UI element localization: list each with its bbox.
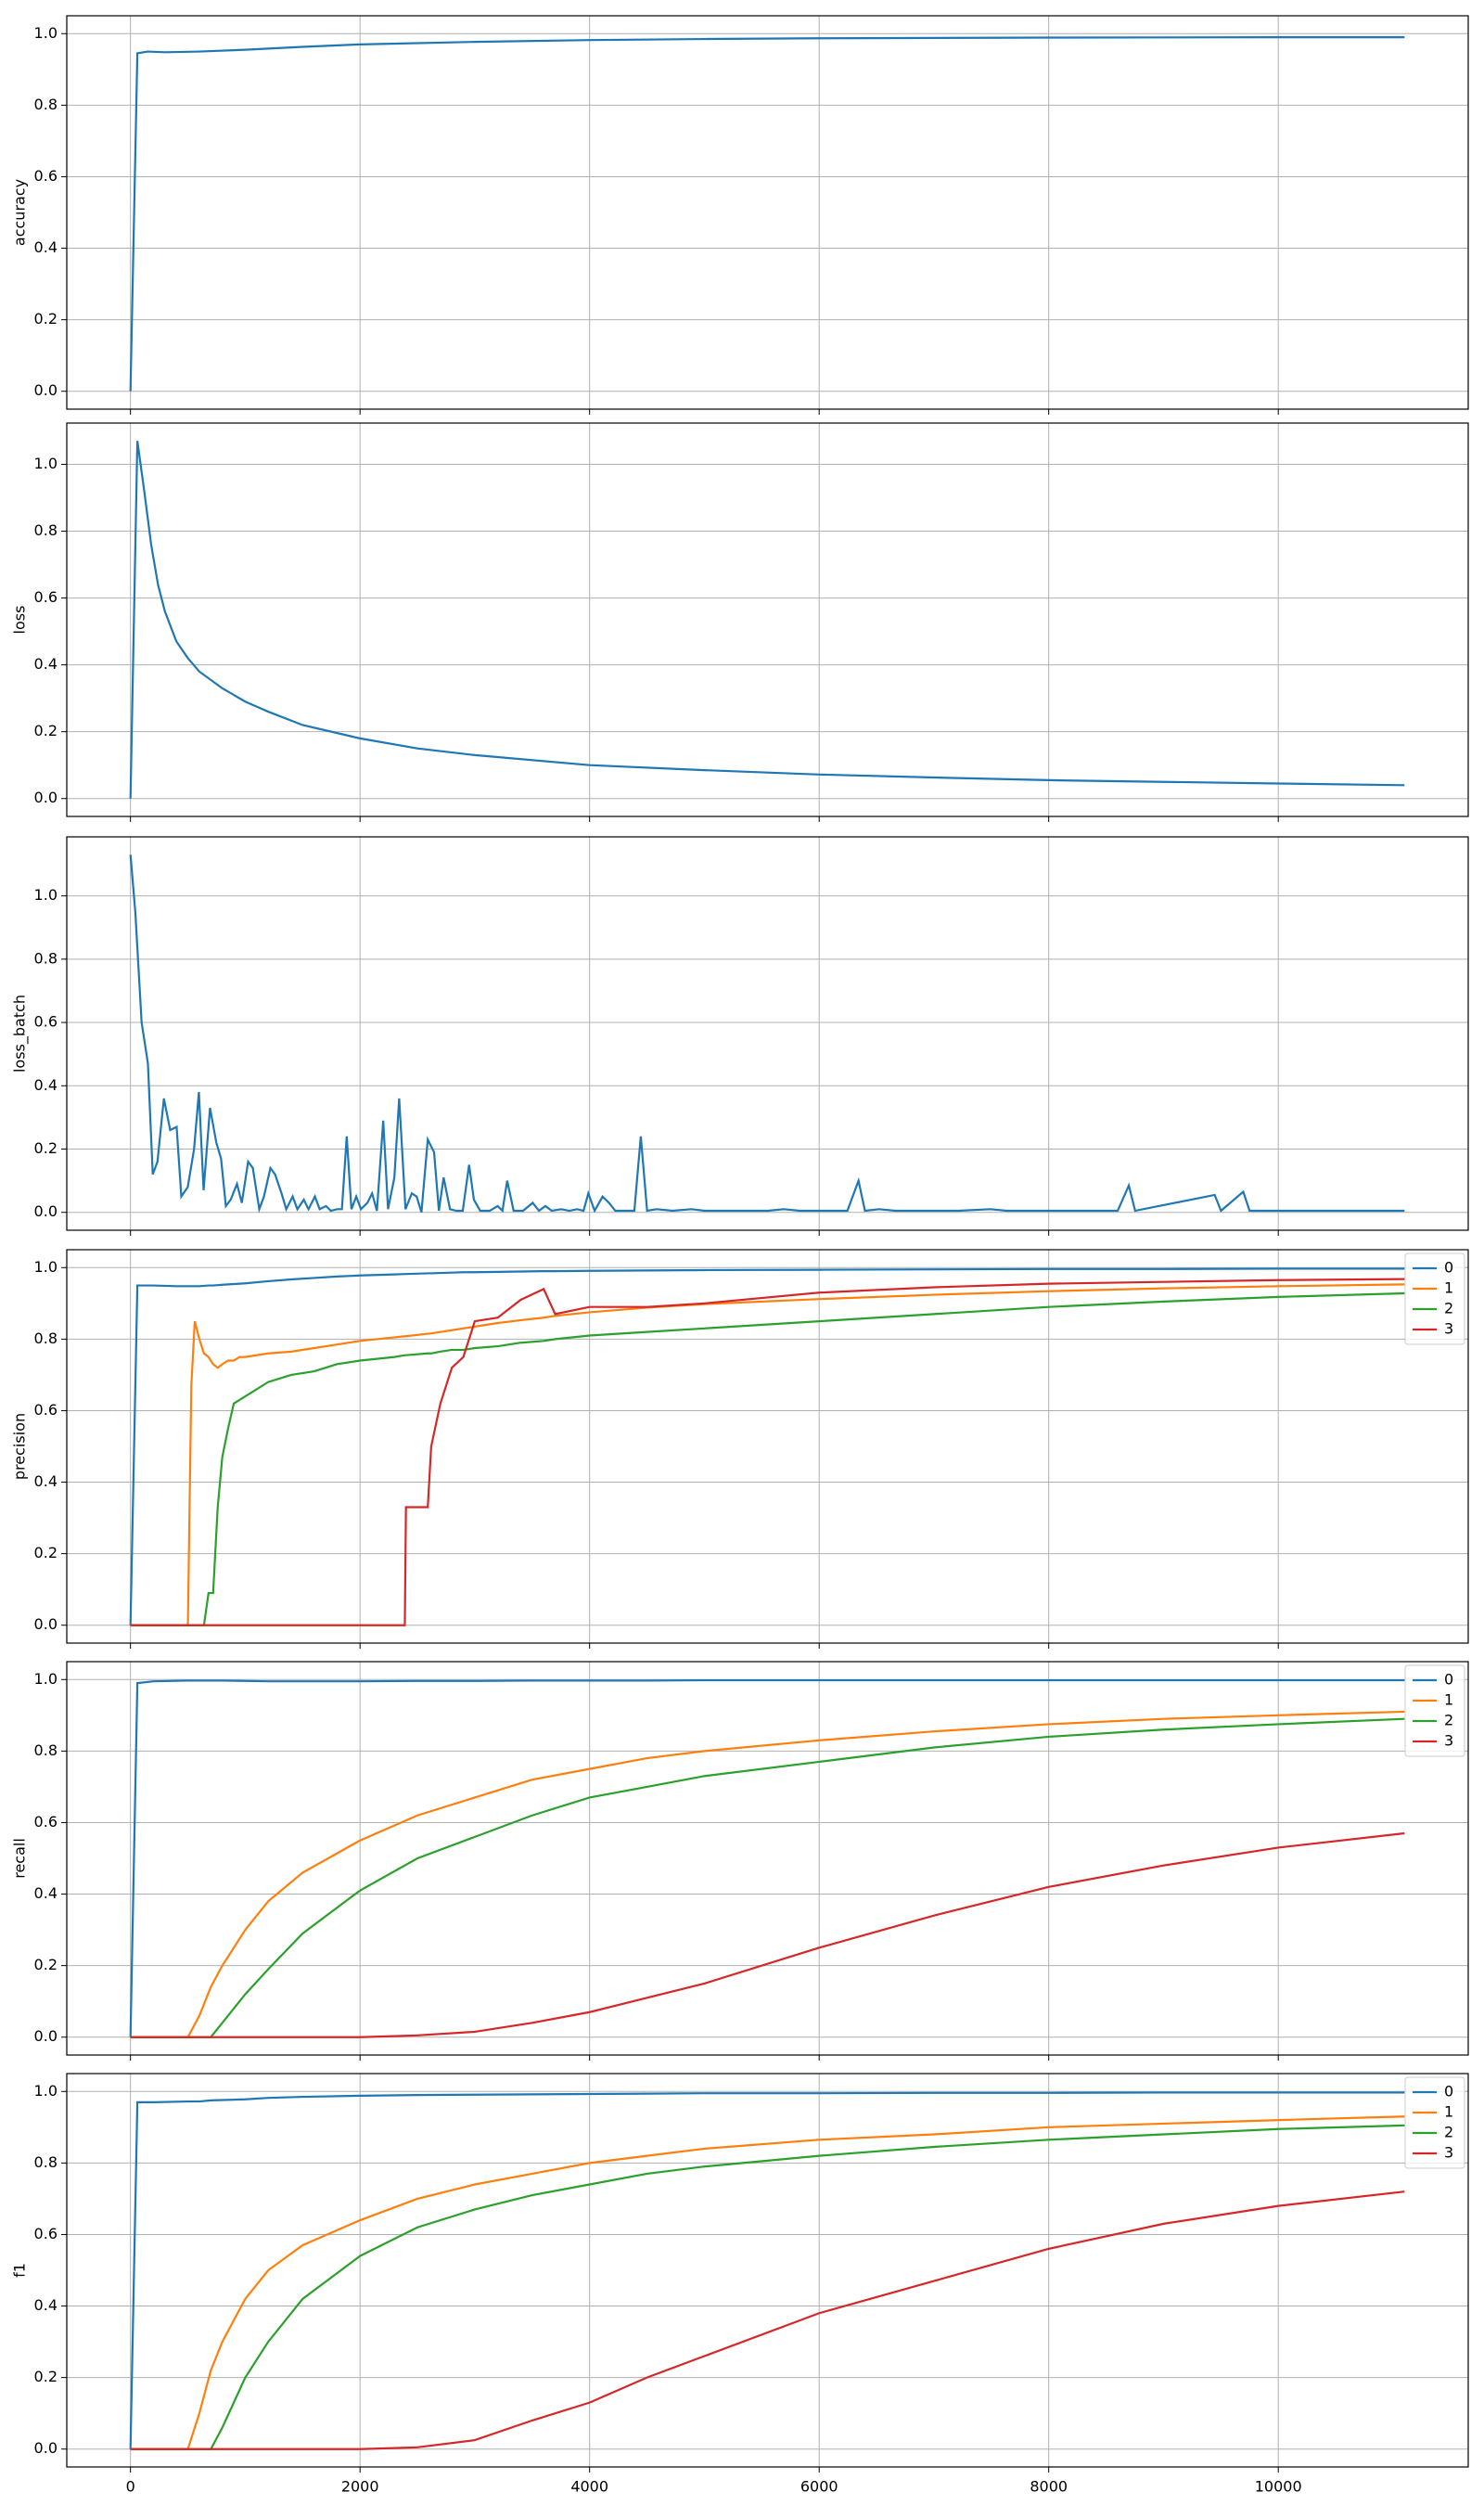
y-tick-label: 1.0: [34, 1258, 58, 1276]
y-tick-label: 0.4: [34, 2296, 58, 2314]
y-tick-label: 0.8: [34, 2153, 58, 2171]
y-tick-label: 0.4: [34, 1472, 58, 1490]
y-tick-label: 0.4: [34, 1884, 58, 1902]
x-tick-label: 6000: [800, 2478, 838, 2496]
legend-box: [1404, 1664, 1465, 1757]
y-tick-label: 1.0: [34, 24, 58, 42]
series-line: [130, 2124, 1405, 2450]
series-line: [129, 1678, 1405, 2037]
y-tick-label: 1.0: [34, 1670, 58, 1688]
y-tick-label: 0.8: [34, 1741, 58, 1759]
plot-frame: [66, 15, 1469, 410]
y-axis-label: precision: [11, 1413, 29, 1480]
y-tick-label: 0.8: [34, 1330, 58, 1347]
y-tick-label: 0.2: [34, 1956, 58, 1973]
y-tick-label: 0.0: [34, 1202, 58, 1220]
legend-label: 3: [1444, 1732, 1453, 1750]
legend-label: 3: [1444, 2144, 1453, 2162]
y-tick-label: 0.6: [34, 1013, 58, 1031]
series-line: [130, 1831, 1405, 2038]
y-tick-label: 0.0: [34, 789, 58, 806]
series-line: [129, 2091, 1405, 2449]
y-tick-label: 0.0: [34, 2439, 58, 2457]
series-line: [130, 1717, 1405, 2038]
y-axis-label: loss_batch: [11, 995, 30, 1073]
legend-label: 2: [1444, 1712, 1453, 1729]
y-axis-label: accuracy: [11, 179, 29, 246]
legend-label: 1: [1444, 1691, 1453, 1709]
x-tick-label: 2000: [341, 2478, 379, 2496]
series-line: [130, 1283, 1405, 1626]
series-line: [130, 1710, 1405, 2038]
y-tick-label: 0.8: [34, 96, 58, 113]
y-tick-label: 0.6: [34, 1813, 58, 1831]
legend-label: 1: [1444, 1279, 1453, 1297]
plot-frame: [66, 1249, 1469, 1644]
plot-frame: [66, 836, 1469, 1231]
y-tick-label: 0.0: [34, 1615, 58, 1633]
legend-box: [1404, 2076, 1465, 2169]
y-tick-label: 0.2: [34, 1544, 58, 1561]
series-line: [129, 854, 1405, 1214]
y-tick-label: 0.6: [34, 1401, 58, 1419]
legend-label: 0: [1444, 1259, 1453, 1277]
legend-box: [1404, 1252, 1465, 1345]
legend-label: 0: [1444, 2083, 1453, 2100]
legend-label: 2: [1444, 1300, 1453, 1317]
series-line: [129, 441, 1405, 799]
series-line: [130, 1278, 1405, 1626]
y-tick-label: 0.4: [34, 655, 58, 673]
y-tick-label: 1.0: [34, 886, 58, 904]
series-line: [129, 1267, 1405, 1625]
legend-label: 3: [1444, 1320, 1453, 1338]
series-line: [129, 36, 1405, 392]
series-line: [130, 1291, 1405, 1626]
x-tick-label: 0: [126, 2478, 135, 2496]
y-tick-label: 0.2: [34, 2368, 58, 2385]
legend-label: 1: [1444, 2103, 1453, 2121]
y-tick-label: 0.6: [34, 2225, 58, 2242]
y-tick-label: 0.8: [34, 521, 58, 539]
plot-frame: [66, 2073, 1469, 2468]
y-axis-label: f1: [11, 2263, 29, 2278]
y-tick-label: 0.2: [34, 310, 58, 328]
y-tick-label: 0.2: [34, 1139, 58, 1157]
y-tick-label: 0.0: [34, 2027, 58, 2045]
y-tick-label: 0.6: [34, 167, 58, 185]
x-tick-label: 8000: [1030, 2478, 1068, 2496]
x-tick-label: 10000: [1255, 2478, 1302, 2496]
y-tick-label: 0.0: [34, 381, 58, 399]
y-tick-label: 0.4: [34, 1076, 58, 1094]
y-tick-label: 0.4: [34, 238, 58, 256]
y-axis-label: recall: [11, 1838, 29, 1879]
y-tick-label: 1.0: [34, 455, 58, 472]
y-axis-label: loss: [11, 606, 29, 635]
legend-label: 0: [1444, 1671, 1453, 1689]
y-tick-label: 0.2: [34, 722, 58, 739]
plot-frame: [66, 1661, 1469, 2056]
y-tick-label: 1.0: [34, 2082, 58, 2100]
x-tick-label: 4000: [570, 2478, 608, 2496]
legend-label: 2: [1444, 2124, 1453, 2141]
series-line: [130, 2190, 1405, 2450]
series-line: [130, 2115, 1405, 2450]
y-tick-label: 0.8: [34, 949, 58, 967]
y-tick-label: 0.6: [34, 588, 58, 606]
plot-frame: [66, 422, 1469, 817]
